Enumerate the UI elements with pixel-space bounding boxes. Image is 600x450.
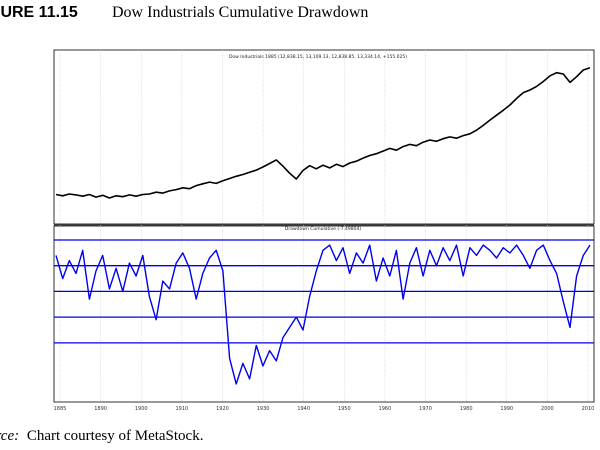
figure-title-text: Dow Industrials Cumulative Drawdown	[112, 4, 369, 21]
x-tick-label: 1930	[257, 406, 270, 412]
x-tick-label: 1910	[175, 406, 188, 412]
source-label: urce:	[0, 428, 20, 444]
x-tick-label: 1950	[338, 406, 351, 412]
top-panel-frame	[53, 49, 595, 225]
x-tick-label: 1885	[54, 406, 67, 412]
x-tick-label: 1940	[297, 406, 310, 412]
x-tick-label: 1900	[135, 406, 148, 412]
figure-label: GURE 11.15	[0, 4, 78, 21]
source-note: urce: Chart courtesy of MetaStock.	[0, 428, 211, 445]
x-tick-label: 1980	[460, 406, 473, 412]
x-tick-label: 2000	[541, 406, 554, 412]
x-tick-label: 2010	[582, 406, 595, 412]
price-series-line	[55, 67, 591, 199]
source-text: Chart courtesy of MetaStock.	[26, 428, 204, 444]
bottom-panel-label: Drawdown Cumulative (-7.49804)	[285, 226, 361, 232]
x-tick-label: 1890	[94, 406, 107, 412]
x-tick-label: 1920	[216, 406, 229, 412]
x-tick-label: 1960	[379, 406, 392, 412]
top-panel-label: Dow Industrials 1885 (12,838.15, 13,109.…	[229, 54, 407, 60]
x-tick-label: 1990	[500, 406, 513, 412]
drawdown-series-line	[55, 244, 591, 385]
x-tick-label: 1970	[419, 406, 432, 412]
bottom-panel-frame	[53, 225, 595, 403]
